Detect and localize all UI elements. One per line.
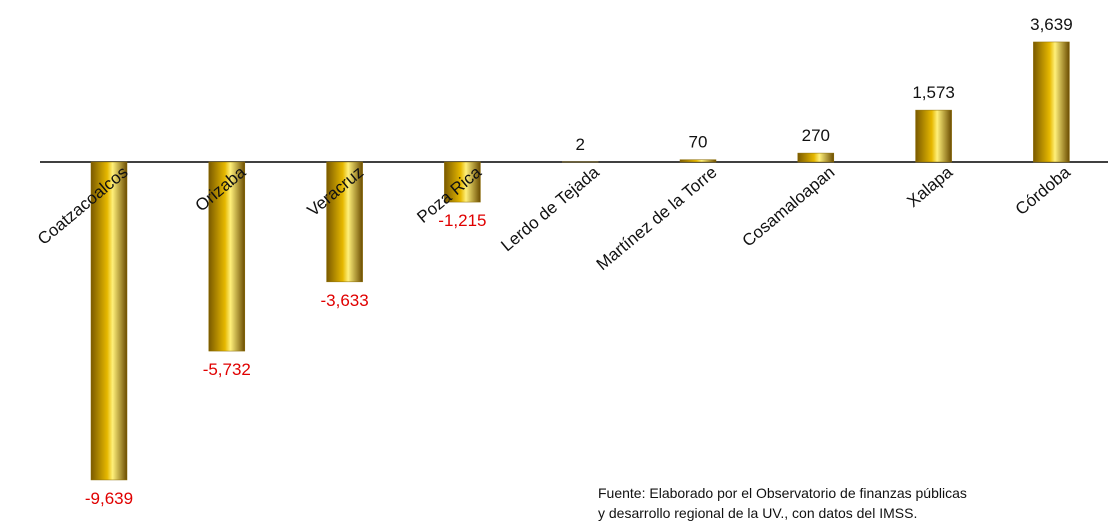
- source-note: y desarrollo regional de la UV., con dat…: [598, 505, 917, 521]
- bar: [326, 161, 363, 283]
- bar: [208, 161, 246, 352]
- x-tick-label: Lerdo de Tejada: [497, 162, 603, 255]
- x-tick-label: Xalapa: [903, 162, 956, 211]
- data-label: -1,215: [438, 211, 486, 230]
- data-label: -3,633: [320, 291, 368, 310]
- source-note: Fuente: Elaborado por el Observatorio de…: [598, 485, 967, 501]
- bar: [1033, 41, 1070, 163]
- data-label: 3,639: [1030, 15, 1073, 34]
- data-label: -5,732: [203, 360, 251, 379]
- x-tick-label: Martínez de la Torre: [593, 163, 721, 275]
- data-label: 270: [802, 126, 830, 145]
- data-label: 2: [575, 135, 584, 154]
- bar: [90, 161, 128, 481]
- data-label: 1,573: [912, 83, 955, 102]
- x-tick-label: Cosamaloapan: [739, 163, 839, 251]
- data-label: 70: [689, 133, 708, 152]
- data-label: -9,639: [85, 489, 133, 508]
- x-tick-label: Córdoba: [1012, 162, 1075, 219]
- bar: [679, 159, 717, 163]
- bar: [444, 161, 481, 203]
- bar: [797, 152, 835, 163]
- bar: [915, 109, 952, 163]
